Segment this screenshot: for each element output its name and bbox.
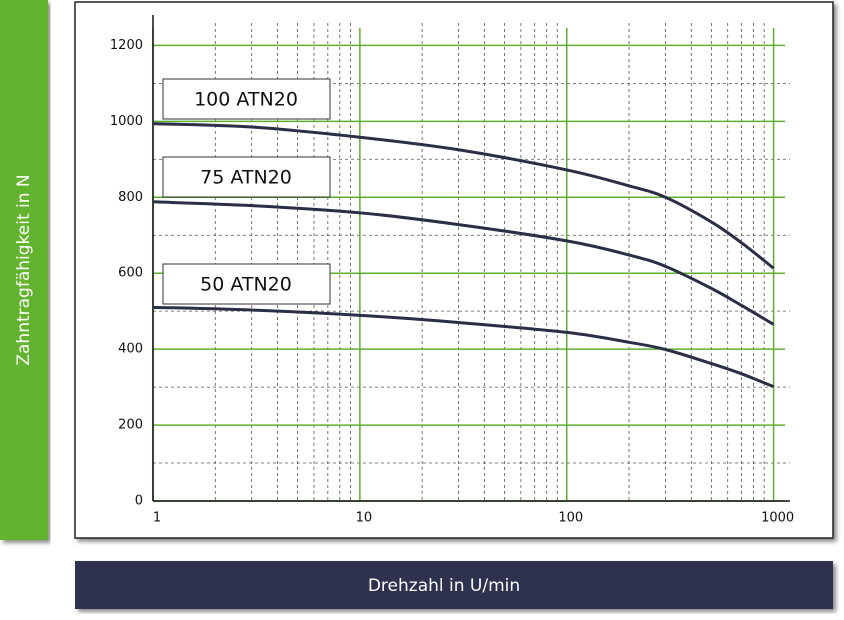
y-tick-label: 600 [118,266,143,281]
series-line [152,200,775,326]
x-axis-label: Drehzahl in U/min [368,576,520,596]
series-label: 75 ATN20 [200,167,292,189]
y-tick-label: 1000 [110,114,143,129]
series-line [152,305,775,389]
series-label-box [162,78,331,120]
series-line [152,122,775,270]
x-label-band [75,561,833,609]
y-tick-label: 400 [118,342,143,357]
series-label-box [162,156,331,198]
series-label-box [162,263,331,305]
x-tick-label: 10 [356,511,373,526]
series-label: 100 ATN20 [194,89,298,111]
series-label: 50 ATN20 [200,274,292,296]
y-tick-label: 0 [135,494,143,509]
plot-area: 0 200 400 600 800 1000 1200 1 10 100 1000 100 ATN20… [110,15,794,526]
x-tick-label: 100 [558,511,583,526]
x-tick-label: 1000 [761,511,794,526]
y-tick-label: 200 [118,418,143,433]
y-tick-label: 800 [118,190,143,205]
x-tick-label: 1 [153,511,161,526]
y-tick-label: 1200 [110,38,143,53]
y-label-band [0,0,48,540]
y-axis-label: Zahntragfähigkeit in N [14,174,34,365]
